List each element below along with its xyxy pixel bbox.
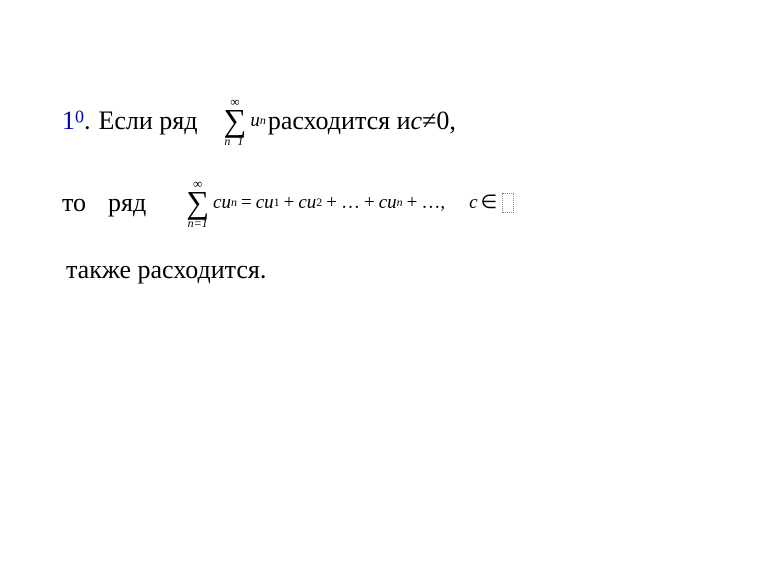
text-rashoditsya: расходится и — [268, 106, 411, 136]
op-plus-4: + — [403, 192, 422, 214]
sum-un: ∞ ∑ n 1 un — [220, 95, 266, 147]
var-c: c — [411, 106, 423, 136]
sum1-lower: n 1 — [224, 135, 245, 147]
tn-c: c — [379, 192, 387, 214]
text-ryad: ряд — [108, 188, 146, 218]
num-dot: . — [84, 106, 91, 135]
line-3: также расходится. — [62, 255, 706, 285]
sum2-lower: n=1 — [188, 217, 208, 229]
cin-c: c — [469, 192, 477, 214]
sum1-sigma: ∑ — [224, 106, 247, 135]
text-to: то — [62, 188, 86, 218]
dots-1: … — [341, 192, 360, 214]
line-2: то ряд ∞ ∑ n=1 cun = cu1 + cu2 + … + cun… — [62, 177, 706, 229]
t2-c: c — [298, 192, 306, 214]
line-1: 10. Если ряд ∞ ∑ n 1 un расходится и c ≠… — [62, 95, 706, 147]
op-plus-3: + — [360, 192, 379, 214]
text-esli-ryad: Если ряд — [99, 106, 198, 136]
dots-trail: …, — [421, 192, 445, 214]
op-eq: = — [237, 192, 256, 214]
cin-in: ∈ — [478, 191, 501, 214]
set-placeholder-icon — [502, 193, 514, 213]
t2-u: u — [307, 192, 317, 214]
t1-u: u — [264, 192, 274, 214]
sum2-sigma: ∑ — [186, 188, 209, 217]
num-zero-super: 0 — [75, 107, 84, 127]
theorem-number: 10. — [62, 106, 91, 136]
term-u-sub: n — [260, 113, 266, 128]
text-takzhe: также расходится. — [66, 255, 266, 284]
sigma-1: ∞ ∑ n 1 — [224, 95, 247, 147]
t1-c: c — [256, 192, 264, 214]
neq-zero: ≠0, — [422, 106, 456, 136]
sigma-2: ∞ ∑ n=1 — [186, 177, 209, 229]
slide: 10. Если ряд ∞ ∑ n 1 un расходится и c ≠… — [0, 0, 768, 576]
formula-cun-expand: ∞ ∑ n=1 cun = cu1 + cu2 + … + cun + …, c… — [182, 177, 514, 229]
op-plus-2: + — [322, 192, 341, 214]
num-one: 1 — [62, 106, 75, 135]
cun-u: u — [221, 192, 231, 214]
cun-c: c — [213, 192, 221, 214]
op-plus-1: + — [280, 192, 299, 214]
tn-u: u — [387, 192, 397, 214]
term-u: u — [250, 110, 260, 132]
